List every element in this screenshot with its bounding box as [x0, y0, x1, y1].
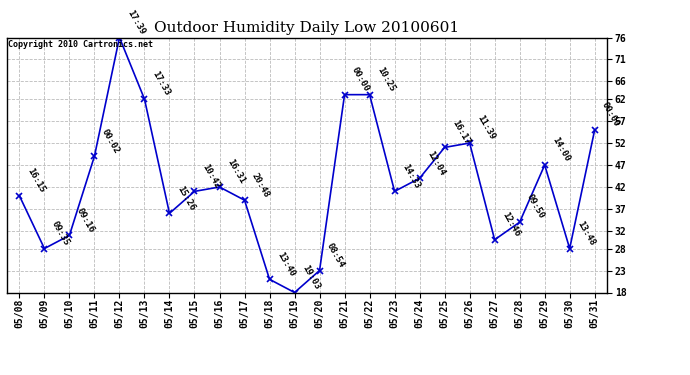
Text: 16:31: 16:31 [225, 158, 246, 186]
Text: 09:16: 09:16 [75, 206, 96, 234]
Text: 17:33: 17:33 [150, 70, 171, 98]
Title: Outdoor Humidity Daily Low 20100601: Outdoor Humidity Daily Low 20100601 [155, 21, 460, 35]
Text: 10:25: 10:25 [375, 66, 396, 93]
Text: 20:48: 20:48 [250, 171, 271, 199]
Text: 12:04: 12:04 [425, 149, 446, 177]
Text: 00:00: 00:00 [600, 100, 622, 129]
Text: 11:39: 11:39 [475, 114, 496, 142]
Text: 12:46: 12:46 [500, 211, 522, 238]
Text: 13:40: 13:40 [275, 250, 296, 278]
Text: 13:48: 13:48 [575, 219, 596, 247]
Text: 08:54: 08:54 [325, 242, 346, 269]
Text: 09:35: 09:35 [50, 219, 71, 247]
Text: 00:02: 00:02 [100, 127, 121, 155]
Text: 19:03: 19:03 [300, 263, 322, 291]
Text: 16:15: 16:15 [25, 166, 46, 194]
Text: 16:17: 16:17 [450, 118, 471, 146]
Text: 09:50: 09:50 [525, 193, 546, 221]
Text: 15:26: 15:26 [175, 184, 196, 212]
Text: Copyright 2010 Cartronics.net: Copyright 2010 Cartronics.net [8, 40, 152, 49]
Text: 14:33: 14:33 [400, 162, 422, 190]
Text: 17:39: 17:39 [125, 8, 146, 36]
Text: 00:00: 00:00 [350, 66, 371, 93]
Text: 10:42: 10:42 [200, 162, 221, 190]
Text: 14:00: 14:00 [550, 136, 571, 164]
